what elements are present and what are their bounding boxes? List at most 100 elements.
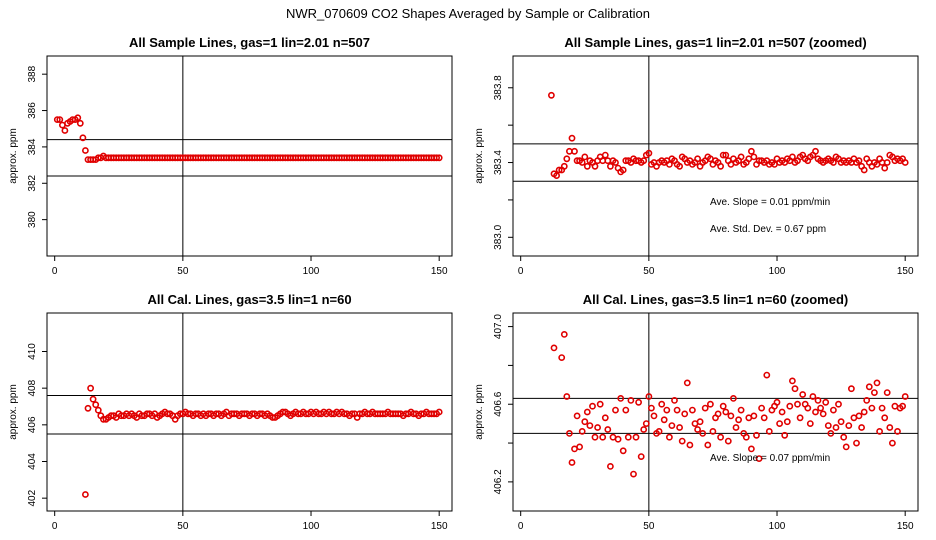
chart4-data-point <box>701 404 709 412</box>
chart4-data-point <box>732 424 740 431</box>
chart4-x-tick-label-1: 0 <box>518 521 524 532</box>
chart4-data-point <box>873 379 881 387</box>
chart2-y-tick-label-3: 383.4 <box>493 150 504 175</box>
chart4-data-point <box>783 418 791 426</box>
chart4-data-point <box>576 443 583 451</box>
chart4-data-point <box>758 404 765 412</box>
chart2-title: All Sample Lines, gas=1 lin=2.01 n=507 (… <box>564 35 866 50</box>
chart2-x-tick-label-1: 0 <box>518 266 524 277</box>
chart3-x-tick-label-3: 100 <box>303 521 320 532</box>
chart2-data-point <box>717 162 724 170</box>
chart4-x-tick-label-2: 50 <box>643 521 655 532</box>
chart4-data-point <box>624 433 632 441</box>
chart4-data-point <box>589 402 596 410</box>
chart4-data-point <box>901 393 909 400</box>
chart4-data-point <box>865 383 873 391</box>
chart4-data-point <box>614 435 622 443</box>
chart2-data-point <box>548 91 555 99</box>
chart1-title: All Sample Lines, gas=1 lin=2.01 n=507 <box>129 35 370 50</box>
chart3-data-point <box>87 384 94 392</box>
chart2-data-point <box>750 153 758 161</box>
chart4-data-point <box>881 414 889 422</box>
chart4-data-point <box>837 418 845 426</box>
chart1-y-tick-label-5: 388 <box>27 65 38 82</box>
chart4-data-point <box>871 389 878 396</box>
chart2-data-point <box>583 162 591 170</box>
chart2-data-point <box>612 159 619 166</box>
chart3-plot-frame <box>46 312 453 512</box>
chart4-data-point <box>622 406 630 414</box>
chart1-data-point <box>433 154 440 162</box>
chart4-data-point <box>722 408 730 416</box>
chart4-data-point <box>842 443 850 451</box>
chart4-data-point <box>878 404 886 412</box>
chart4-data-point <box>755 455 763 462</box>
chart4-data-point <box>796 414 804 422</box>
chart4-data-point <box>773 398 781 406</box>
chart1-plot-frame <box>46 55 453 257</box>
chart2-data-point <box>568 134 576 142</box>
chart2-data-point <box>560 162 568 170</box>
chart4-data-point <box>827 429 835 437</box>
chart4-data-point <box>804 404 812 412</box>
chart4-data-point <box>696 418 704 426</box>
chart4-data-point <box>845 422 853 429</box>
chart4-data-point <box>748 445 755 453</box>
chart2-data-point <box>719 151 727 159</box>
chart4-data-point <box>632 433 640 441</box>
chart4-data-point <box>889 439 896 447</box>
chart4-data-point <box>655 427 663 435</box>
chart4-data-point <box>599 433 607 441</box>
chart4-data-point <box>689 406 696 414</box>
chart4-data-point <box>719 402 727 410</box>
chart2-data-point <box>855 157 863 165</box>
chart2-y-tick-label-5: 383.8 <box>493 75 504 100</box>
chart4-data-point <box>814 396 822 404</box>
chart1-x-tick-label-1: 0 <box>52 266 58 277</box>
chart2-data-point <box>571 147 578 155</box>
chart4-data-point <box>727 412 735 420</box>
chart4-data-point <box>596 400 604 408</box>
chart1-data-point <box>61 127 69 134</box>
chart4-data-point <box>765 427 773 435</box>
chart4-data-point <box>794 400 801 408</box>
chart4-data-point <box>830 406 837 414</box>
chart2-data-point <box>601 151 609 159</box>
chart2-data-point <box>812 147 819 155</box>
chart4-data-point <box>566 429 573 437</box>
chart4-data-point <box>894 427 901 435</box>
chart2-y-tick-label-1: 383.0 <box>493 224 504 249</box>
chart1-y-tick-label-4: 386 <box>27 102 38 119</box>
chart4-data-point <box>583 408 591 416</box>
chart4-data-point <box>573 412 581 420</box>
chart4-data-point <box>568 459 576 466</box>
chart2-data-point <box>883 159 891 166</box>
chart4-data-point <box>763 371 771 379</box>
chart1-x-tick-label-2: 50 <box>177 266 189 277</box>
chart1-y-tick-label-1: 380 <box>27 211 38 228</box>
chart4-data-point <box>832 424 840 431</box>
chart4-y-tick-label-1: 406.2 <box>493 469 504 494</box>
chart4-data-point <box>612 406 619 414</box>
chart4-data-point <box>607 462 614 470</box>
chart2-data-point <box>789 153 796 161</box>
chart3-title: All Cal. Lines, gas=3.5 lin=1 n=60 <box>147 292 351 307</box>
chart4-data-point <box>699 429 707 437</box>
chart2-data-point <box>694 155 701 163</box>
chart4-x-tick-label-3: 100 <box>769 521 786 532</box>
chart4-data-point <box>630 470 637 478</box>
figure-title: NWR_070609 CO2 Shapes Averaged by Sample… <box>286 6 650 21</box>
chart4-data-point <box>812 408 819 416</box>
chart4-data-point <box>806 420 814 427</box>
chart4-y-axis-label: approx. ppm <box>474 384 485 440</box>
chart4-data-point <box>586 422 594 429</box>
chart4-data-point <box>868 404 876 412</box>
chart4-data-point <box>683 379 691 387</box>
chart2-data-point <box>581 153 589 161</box>
chart2-x-tick-label-4: 150 <box>897 266 914 277</box>
chart4-data-point <box>645 393 653 400</box>
chart4-plot-frame <box>512 312 919 512</box>
chart2-data-point <box>619 166 627 174</box>
chart4-data-point <box>707 400 714 408</box>
